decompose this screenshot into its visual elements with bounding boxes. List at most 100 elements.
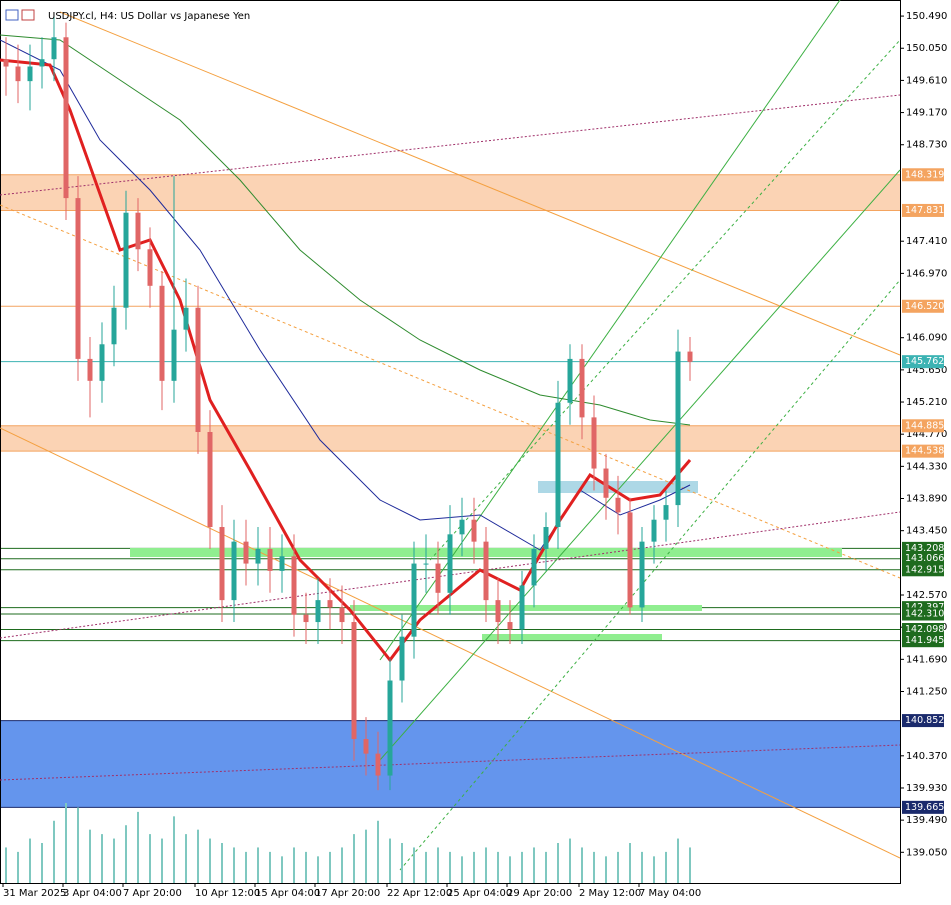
volume-bar [413,847,415,883]
y-tick-label: 139.050 [906,847,947,858]
level-label-bg [902,714,944,728]
x-tick-label: 15 Apr 04:00 [255,888,320,899]
volume-bar [125,825,127,883]
moving-average [0,34,691,426]
volume-bar [473,851,475,883]
y-tick-label: 145.210 [906,397,947,408]
level-label: 145.762 [905,356,944,367]
volume-bar [197,829,199,883]
price-axis: 150.490 150.050 149.610 149.170 148.730 147.4… [900,11,947,858]
y-tick-label: 150.050 [906,43,947,54]
candle-body [171,329,177,381]
volume-bar [5,847,7,883]
candle-body [687,351,693,362]
level-label: 139.665 [905,802,944,813]
candle-body [423,563,429,565]
candle-body [495,600,501,623]
volume-bar [41,843,43,883]
volume-bar [581,847,583,883]
candle-body [279,556,285,571]
y-tick-label: 141.250 [906,686,947,697]
candle-body [159,285,165,381]
trend-line [0,511,901,639]
candle-body [447,534,453,593]
volume-bar [257,847,259,883]
volume-bar [329,851,331,883]
x-tick-label: 7 Apr 20:00 [123,888,182,899]
candle-body [435,563,441,593]
y-tick-label: 139.490 [906,815,947,826]
level-label-bg [902,607,944,621]
y-tick-label: 149.610 [906,75,947,86]
title-bar: USDJPY.cl, H4: US Dollar vs Japanese Yen [5,9,250,22]
candle-body [603,468,609,498]
y-tick-label: 146.090 [906,333,947,344]
volume-bar [53,820,55,883]
candle-body [399,636,405,681]
icon [5,9,19,21]
level-label: 144.885 [905,420,944,431]
candle-body [675,351,681,506]
candle-body [99,344,105,381]
candle-body [87,358,93,381]
volume-bar [365,829,367,883]
volume-bar [149,834,151,883]
candle-body [339,607,345,623]
volume-bar [161,838,163,883]
candle-body [51,37,57,60]
volume-bar [89,829,91,883]
candle-body [663,505,669,520]
level-label: 141.945 [905,635,944,646]
x-tick-label: 25 Apr 04:00 [447,888,512,899]
volume-bar [437,847,439,883]
support-zone [482,634,662,640]
candle-body [519,585,525,630]
volume-bar [641,851,643,883]
volume-bar [305,851,307,883]
y-tick-label: 143.450 [906,526,947,537]
volume-bar [533,847,535,883]
level-label-bg [902,299,944,313]
candle-body [255,548,261,564]
volume-bar [557,843,559,883]
candle-body [195,307,201,432]
trend-line [0,94,901,196]
candle-body [303,614,309,623]
level-label: 142.098 [905,624,944,635]
chart-title: USDJPY.cl, H4: US Dollar vs Japanese Yen [48,11,250,22]
candle-body [375,753,381,776]
channel-line [399,279,901,871]
level-label: 146.520 [905,301,944,312]
candle-body [207,431,213,528]
candle-body [507,622,513,630]
candle-body [63,37,69,199]
y-tick-label: 145.650 [906,365,947,376]
volume-bar [29,838,31,883]
volume-bar [689,847,691,883]
candle-body [15,66,21,82]
volume-bar [401,843,403,883]
x-tick-label: 2 May 12:00 [579,888,641,899]
candle-body [483,541,489,601]
volume-bar [377,820,379,883]
y-tick-label: 148.730 [906,140,947,151]
x-tick-label: 17 Apr 20:00 [315,888,380,899]
channel-line [379,0,841,661]
volume-bar [101,834,103,883]
candle-body [567,358,573,403]
candle-body [555,402,561,528]
moving-average [0,39,691,551]
volume-bar [137,811,139,883]
x-tick-label: 22 Apr 12:00 [387,888,452,899]
candle-body [471,519,477,542]
volume-bar [461,856,463,883]
y-tick-label: 139.930 [906,783,947,794]
candle-body [231,541,237,601]
support-zone [350,605,702,611]
candle-body [363,739,369,754]
candle-body [3,59,9,67]
candle-body [27,66,33,82]
level-label-bg [902,541,944,555]
level-label-bg [902,623,944,637]
price-zone [1,425,900,452]
